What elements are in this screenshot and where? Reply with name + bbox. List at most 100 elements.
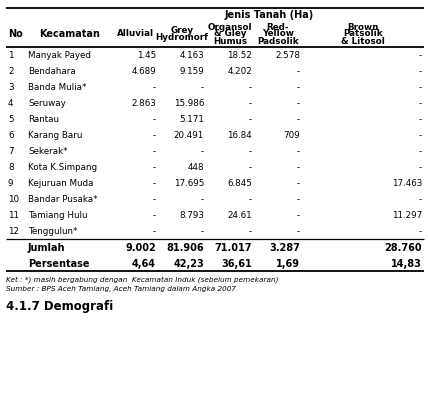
Text: -: - xyxy=(201,195,204,204)
Text: 4.689: 4.689 xyxy=(131,67,156,76)
Text: -: - xyxy=(201,227,204,236)
Text: -: - xyxy=(153,195,156,204)
Text: -: - xyxy=(419,131,422,140)
Text: 5: 5 xyxy=(8,115,14,124)
Text: -: - xyxy=(297,99,300,108)
Text: 17.463: 17.463 xyxy=(392,179,422,188)
Text: -: - xyxy=(249,163,252,172)
Text: -: - xyxy=(201,147,204,156)
Text: 6.845: 6.845 xyxy=(227,179,252,188)
Text: 71.017: 71.017 xyxy=(214,242,252,252)
Text: Humus: Humus xyxy=(213,36,247,45)
Text: Seruway: Seruway xyxy=(28,99,66,108)
Text: Sumber : BPS Aceh Tamiang, Aceh Tamiang dalam Angka 2007: Sumber : BPS Aceh Tamiang, Aceh Tamiang … xyxy=(6,285,236,291)
Text: -: - xyxy=(201,83,204,92)
Text: 1: 1 xyxy=(8,51,14,60)
Text: 12: 12 xyxy=(8,227,19,236)
Text: 4.163: 4.163 xyxy=(179,51,204,60)
Text: -: - xyxy=(419,51,422,60)
Text: 1,69: 1,69 xyxy=(276,258,300,268)
Text: -: - xyxy=(419,99,422,108)
Text: Jenis Tanah (Ha): Jenis Tanah (Ha) xyxy=(224,10,314,20)
Text: 448: 448 xyxy=(187,163,204,172)
Text: -: - xyxy=(297,227,300,236)
Text: No: No xyxy=(9,29,24,39)
Text: 42,23: 42,23 xyxy=(173,258,204,268)
Text: -: - xyxy=(297,147,300,156)
Text: -: - xyxy=(153,115,156,124)
Text: 20.491: 20.491 xyxy=(174,131,204,140)
Text: 5.171: 5.171 xyxy=(179,115,204,124)
Text: -: - xyxy=(249,99,252,108)
Text: -: - xyxy=(153,147,156,156)
Text: Organsol: Organsol xyxy=(208,22,253,31)
Text: Red-: Red- xyxy=(267,22,289,31)
Text: -: - xyxy=(419,227,422,236)
Text: 81.906: 81.906 xyxy=(166,242,204,252)
Text: Banda Mulia*: Banda Mulia* xyxy=(28,83,86,92)
Text: Kejuruan Muda: Kejuruan Muda xyxy=(28,179,93,188)
Text: Rantau: Rantau xyxy=(28,115,59,124)
Text: Alluvial: Alluvial xyxy=(117,29,155,38)
Text: Jumlah: Jumlah xyxy=(28,242,65,252)
Text: -: - xyxy=(249,147,252,156)
Text: 3: 3 xyxy=(8,83,14,92)
Text: -: - xyxy=(153,227,156,236)
Text: Brown: Brown xyxy=(347,22,379,31)
Text: -: - xyxy=(249,115,252,124)
Text: 28.760: 28.760 xyxy=(384,242,422,252)
Text: -: - xyxy=(419,163,422,172)
Text: 1.45: 1.45 xyxy=(137,51,156,60)
Text: -: - xyxy=(419,67,422,76)
Text: 4.202: 4.202 xyxy=(227,67,252,76)
Text: Bendahara: Bendahara xyxy=(28,67,76,76)
Text: 7: 7 xyxy=(8,147,14,156)
Text: 4.1.7 Demografi: 4.1.7 Demografi xyxy=(6,300,113,313)
Text: -: - xyxy=(153,211,156,220)
Text: Manyak Payed: Manyak Payed xyxy=(28,51,91,60)
Text: Padsolik: Padsolik xyxy=(257,36,299,45)
Text: & Litosol: & Litosol xyxy=(341,36,385,45)
Text: Persentase: Persentase xyxy=(28,258,89,268)
Text: 8: 8 xyxy=(8,163,14,172)
Text: -: - xyxy=(297,163,300,172)
Text: -: - xyxy=(297,179,300,188)
Text: 2.863: 2.863 xyxy=(131,99,156,108)
Text: 4,64: 4,64 xyxy=(132,258,156,268)
Text: Patsolik: Patsolik xyxy=(343,29,383,38)
Text: 24.61: 24.61 xyxy=(227,211,252,220)
Text: 8.793: 8.793 xyxy=(179,211,204,220)
Text: -: - xyxy=(153,179,156,188)
Text: Sekerak*: Sekerak* xyxy=(28,147,68,156)
Text: 709: 709 xyxy=(283,131,300,140)
Text: Yellow: Yellow xyxy=(262,29,294,38)
Text: -: - xyxy=(297,211,300,220)
Text: -: - xyxy=(419,195,422,204)
Text: -: - xyxy=(419,115,422,124)
Text: 11.297: 11.297 xyxy=(392,211,422,220)
Text: Kecamatan: Kecamatan xyxy=(39,29,101,39)
Text: -: - xyxy=(297,83,300,92)
Text: 11: 11 xyxy=(8,211,19,220)
Text: Karang Baru: Karang Baru xyxy=(28,131,82,140)
Text: 9.002: 9.002 xyxy=(125,242,156,252)
Text: 16.84: 16.84 xyxy=(227,131,252,140)
Text: & Gley: & Gley xyxy=(214,29,246,38)
Text: 6: 6 xyxy=(8,131,14,140)
Text: Kota K.Simpang: Kota K.Simpang xyxy=(28,163,97,172)
Text: -: - xyxy=(297,67,300,76)
Text: Tenggulun*: Tenggulun* xyxy=(28,227,77,236)
Text: Grey: Grey xyxy=(170,26,193,35)
Text: 3.287: 3.287 xyxy=(269,242,300,252)
Text: -: - xyxy=(153,131,156,140)
Text: 36,61: 36,61 xyxy=(221,258,252,268)
Text: 2: 2 xyxy=(8,67,14,76)
Text: -: - xyxy=(297,195,300,204)
Text: 10: 10 xyxy=(8,195,19,204)
Text: Tamiang Hulu: Tamiang Hulu xyxy=(28,211,87,220)
Text: Bandar Pusaka*: Bandar Pusaka* xyxy=(28,195,98,204)
Text: 2.578: 2.578 xyxy=(275,51,300,60)
Text: -: - xyxy=(249,195,252,204)
Text: 4: 4 xyxy=(8,99,14,108)
Text: -: - xyxy=(419,83,422,92)
